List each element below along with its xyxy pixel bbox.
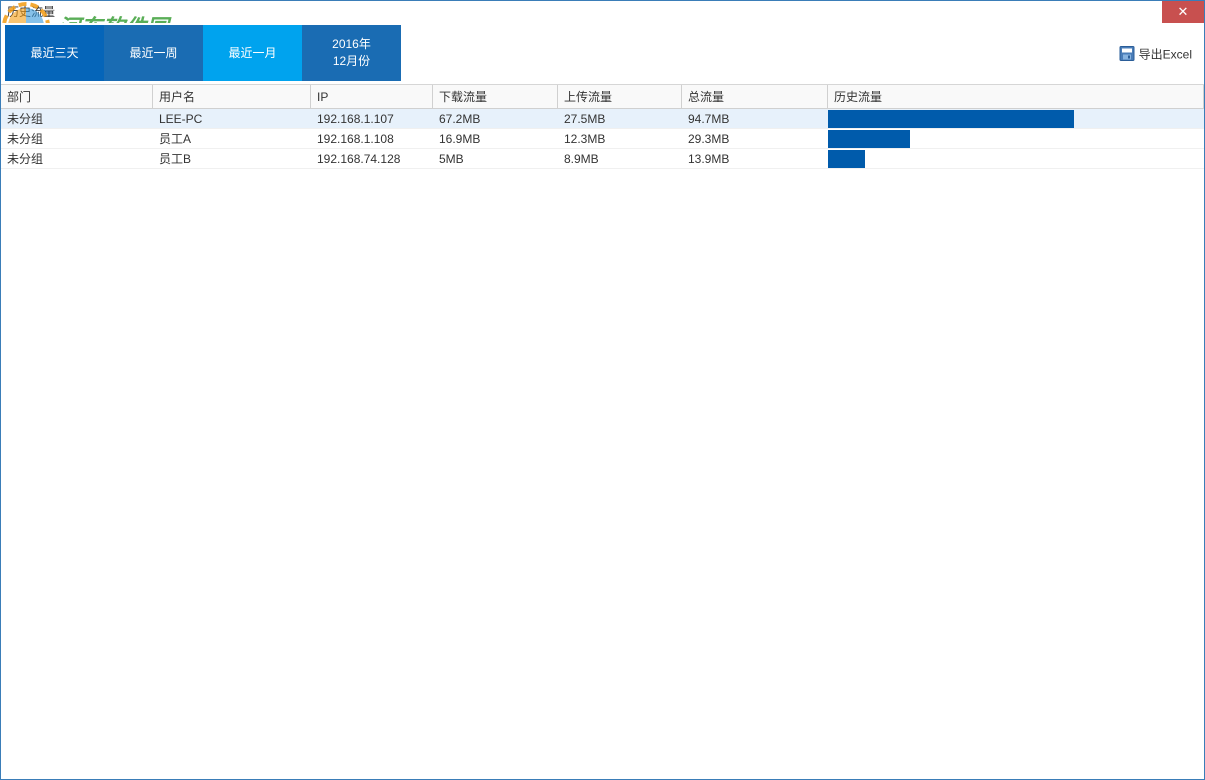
col-header-history[interactable]: 历史流量 [828,85,1204,108]
export-excel-button[interactable]: 导出Excel [1119,45,1192,62]
cell-history-bar [828,109,1204,128]
titlebar: 历史流量 ✕ [1,1,1204,23]
close-icon: ✕ [1178,4,1189,20]
cell-ip: 192.168.1.108 [311,129,433,148]
cell-download: 5MB [433,149,558,168]
table-row[interactable]: 未分组 员工A 192.168.1.108 16.9MB 12.3MB 29.3… [1,129,1204,149]
traffic-table: 部门 用户名 IP 下载流量 上传流量 总流量 历史流量 未分组 LEE-PC … [1,85,1204,169]
table-row[interactable]: 未分组 LEE-PC 192.168.1.107 67.2MB 27.5MB 9… [1,109,1204,129]
tab-group: 最近三天 最近一周 最近一月 2016年 12月份 [1,23,401,84]
cell-upload: 12.3MB [558,129,682,148]
history-bar [828,110,1074,128]
cell-user: LEE-PC [153,109,311,128]
tab-recent-3days[interactable]: 最近三天 [5,25,104,81]
cell-total: 29.3MB [682,129,828,148]
cell-download: 67.2MB [433,109,558,128]
cell-ip: 192.168.1.107 [311,109,433,128]
tab-label: 最近三天 [30,45,78,62]
tab-label: 最近一周 [129,45,177,62]
cell-ip: 192.168.74.128 [311,149,433,168]
close-button[interactable]: ✕ [1162,1,1204,23]
cell-user: 员工B [153,149,311,168]
toolbar: 最近三天 最近一周 最近一月 2016年 12月份 导出Excel [1,23,1204,85]
cell-dept: 未分组 [1,109,153,128]
tab-2016-12[interactable]: 2016年 12月份 [302,25,401,81]
cell-history-bar [828,149,1204,168]
cell-history-bar [828,129,1204,148]
table-header-row: 部门 用户名 IP 下载流量 上传流量 总流量 历史流量 [1,85,1204,109]
history-bar [828,150,865,168]
cell-download: 16.9MB [433,129,558,148]
export-label: 导出Excel [1139,45,1192,62]
cell-total: 13.9MB [682,149,828,168]
cell-total: 94.7MB [682,109,828,128]
col-header-dept[interactable]: 部门 [1,85,153,108]
history-bar [828,130,910,148]
table-row[interactable]: 未分组 员工B 192.168.74.128 5MB 8.9MB 13.9MB [1,149,1204,169]
cell-upload: 27.5MB [558,109,682,128]
cell-user: 员工A [153,129,311,148]
col-header-ip[interactable]: IP [311,85,433,108]
col-header-user[interactable]: 用户名 [153,85,311,108]
col-header-total[interactable]: 总流量 [682,85,828,108]
col-header-upload[interactable]: 上传流量 [558,85,682,108]
save-icon [1119,46,1135,62]
cell-dept: 未分组 [1,129,153,148]
tab-label: 最近一月 [228,45,276,62]
tab-recent-month[interactable]: 最近一月 [203,25,302,81]
tab-recent-week[interactable]: 最近一周 [104,25,203,81]
col-header-download[interactable]: 下载流量 [433,85,558,108]
tab-label: 2016年 12月份 [332,36,371,70]
cell-upload: 8.9MB [558,149,682,168]
cell-dept: 未分组 [1,149,153,168]
window-title: 历史流量 [7,1,55,23]
